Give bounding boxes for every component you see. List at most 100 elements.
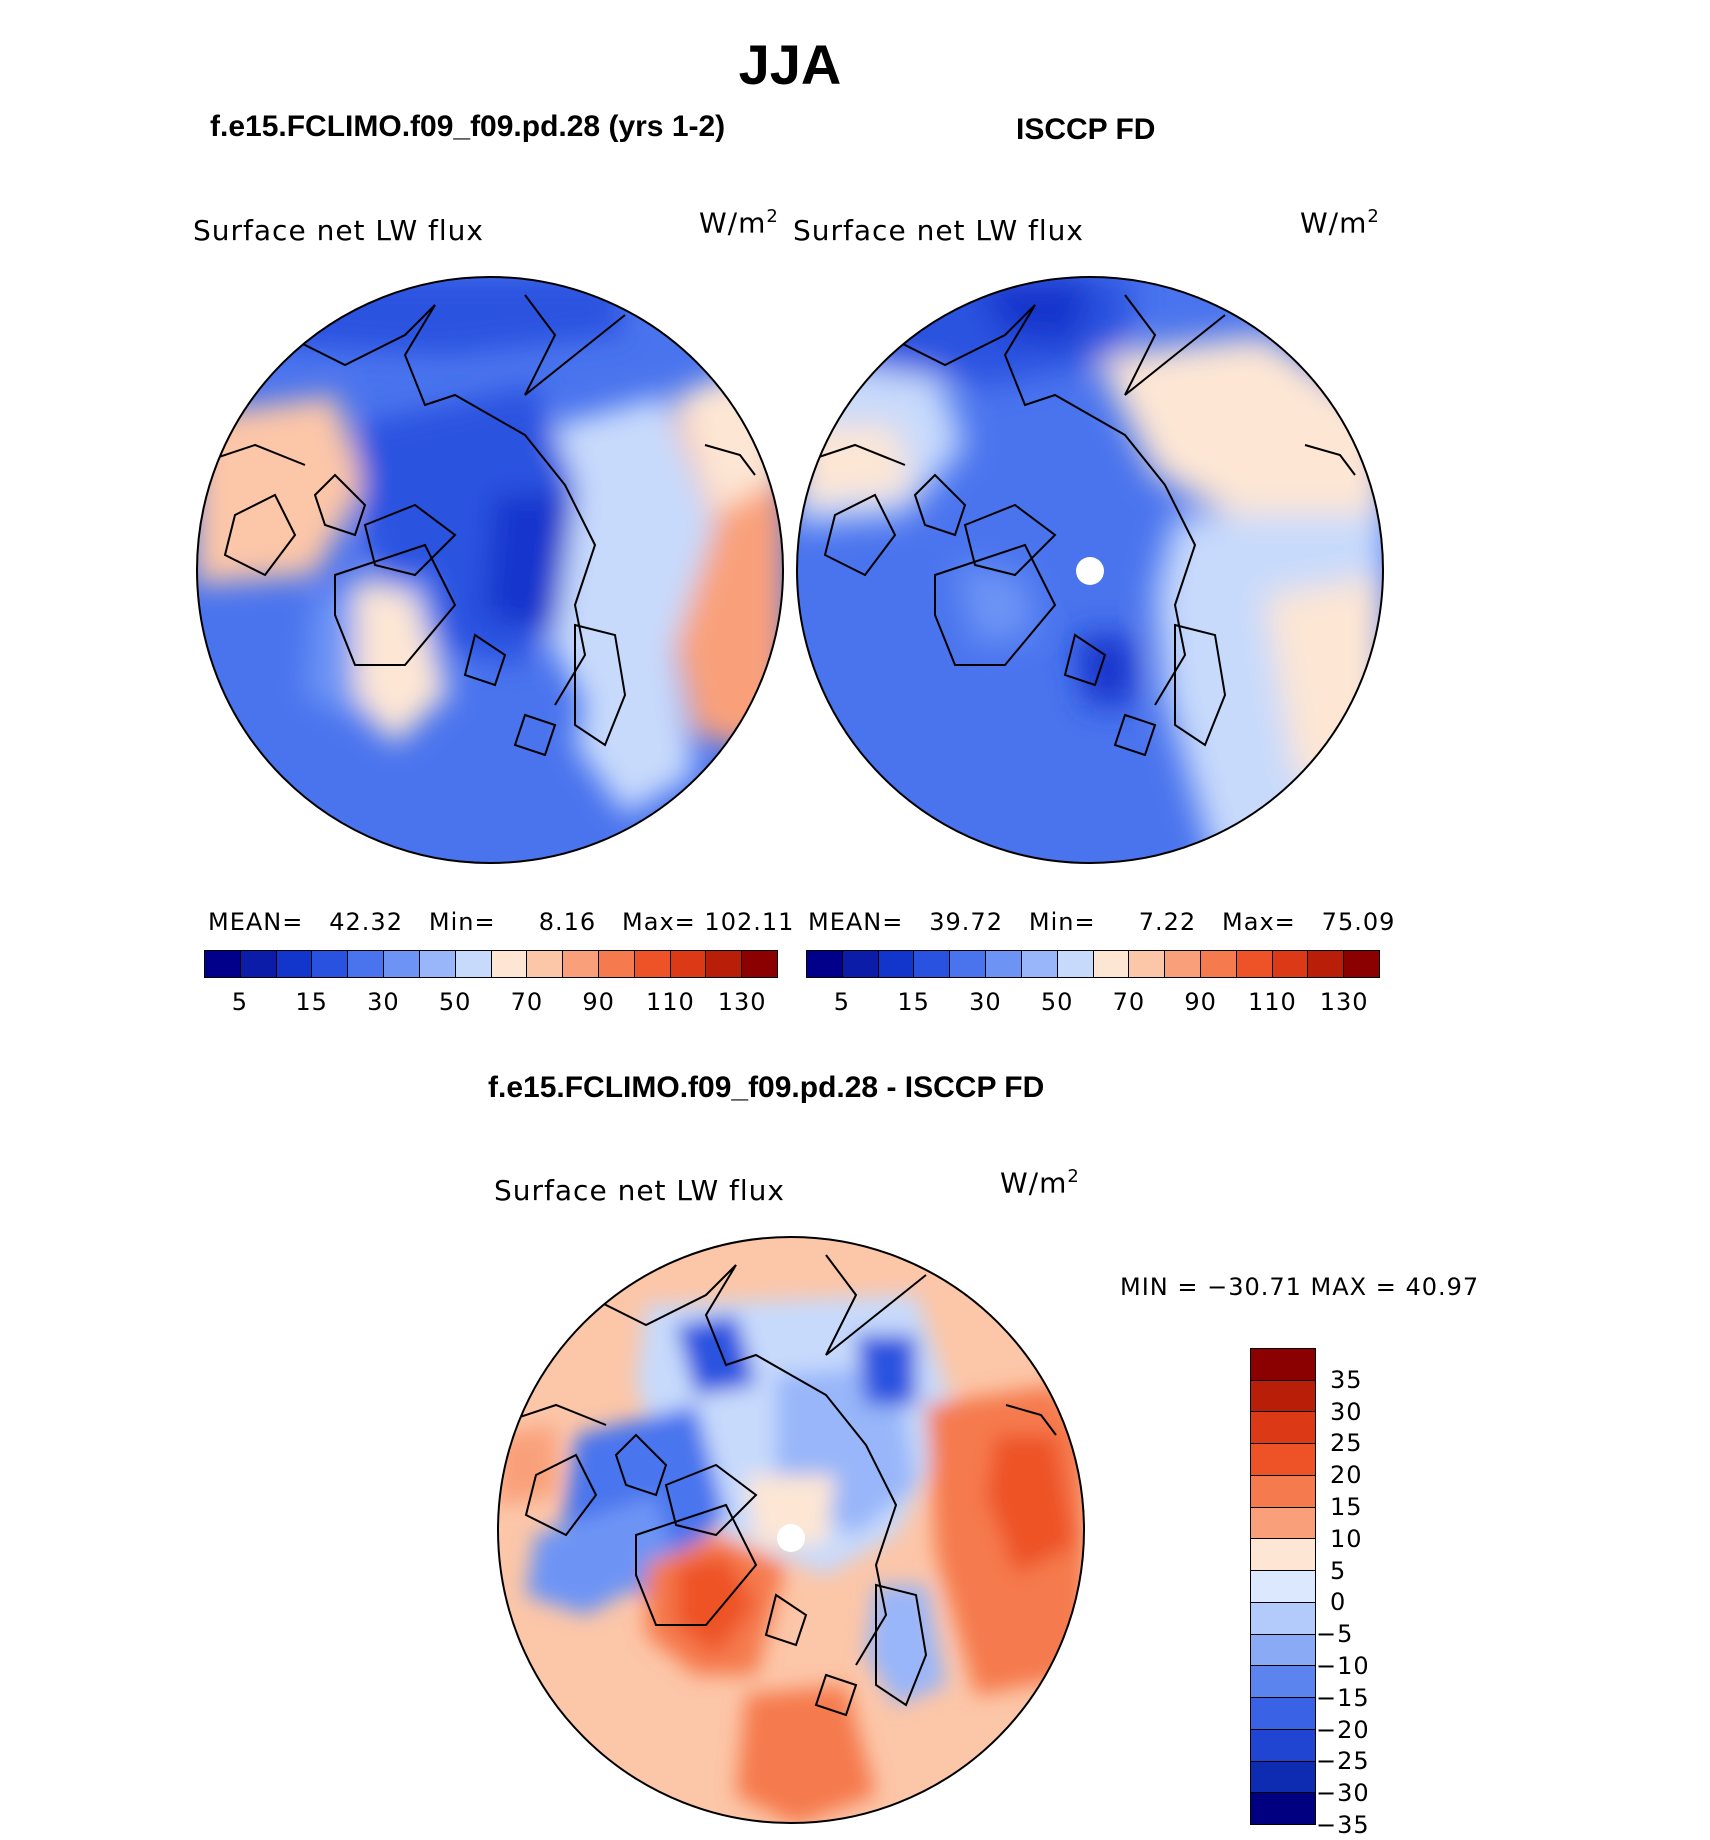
diff-colorbar-tick-label: 0 bbox=[1330, 1588, 1347, 1617]
obs-colorbar-swatch-2 bbox=[878, 951, 915, 977]
obs-variable-label: Surface net LW flux bbox=[793, 214, 1084, 247]
obs-colorbar-tick-label: 5 bbox=[833, 988, 851, 1016]
obs-colorbar-swatch-3 bbox=[914, 951, 951, 977]
diff-minmax: MIN = −30.71 MAX = 40.97 bbox=[1120, 1273, 1480, 1301]
diff-colorbar-swatch-9 bbox=[1251, 1634, 1315, 1667]
diff-colorbar-tick-label: 30 bbox=[1330, 1397, 1363, 1426]
diff-colorbar-tick-label: 20 bbox=[1330, 1461, 1363, 1490]
model-colorbar-swatch-3 bbox=[312, 951, 349, 977]
diff-colorbar-tick-label: −20 bbox=[1316, 1715, 1370, 1744]
diff-colorbar-tick-label: −25 bbox=[1316, 1747, 1370, 1776]
model-colorbar-tick-label: 30 bbox=[367, 988, 400, 1016]
diff-colorbar-swatch-8 bbox=[1251, 1602, 1315, 1635]
model-colorbar-tick-label: 50 bbox=[438, 988, 472, 1016]
model-colorbar-tick-label: 70 bbox=[510, 988, 544, 1016]
diff-colorbar-swatch-4 bbox=[1251, 1475, 1315, 1508]
diff-colorbar-swatch-0 bbox=[1251, 1349, 1315, 1381]
diff-colorbar-swatch-10 bbox=[1251, 1666, 1315, 1699]
obs-colorbar-tick-label: 15 bbox=[897, 988, 930, 1016]
diff-colorbar-tick-label: −10 bbox=[1316, 1652, 1370, 1680]
obs-colorbar-swatch-1 bbox=[842, 951, 879, 977]
obs-polar-map bbox=[796, 276, 1384, 864]
model-colorbar-swatch-12 bbox=[634, 951, 671, 977]
diff-colorbar-swatch-5 bbox=[1251, 1507, 1315, 1540]
diff-colorbar-swatch-1 bbox=[1251, 1380, 1315, 1413]
model-polar-map bbox=[196, 276, 784, 864]
model-colorbar-tick-label: 130 bbox=[717, 988, 767, 1016]
obs-colorbar-tick-label: 70 bbox=[1112, 988, 1146, 1016]
obs-colorbar-swatch-11 bbox=[1200, 951, 1237, 977]
model-units-label: W/m2 bbox=[699, 206, 779, 240]
obs-colorbar-swatch-0 bbox=[807, 951, 843, 977]
model-colorbar-swatch-14 bbox=[706, 951, 743, 977]
obs-colorbar-swatch-9 bbox=[1129, 951, 1166, 977]
obs-panel-title: ISCCP FD bbox=[1016, 113, 1156, 146]
obs-units-label: W/m2 bbox=[1300, 206, 1380, 240]
model-colorbar-tick-label: 90 bbox=[582, 988, 615, 1016]
model-colorbar-swatch-8 bbox=[491, 951, 528, 977]
diff-polar-map bbox=[497, 1236, 1085, 1824]
diff-colorbar-tick-label: 35 bbox=[1330, 1365, 1363, 1394]
diff-colorbar-ticks: 35 30 25 20 15 10 5 0 −5 −10 −15 −20 −25 −30 −35 bbox=[1316, 1348, 1430, 1839]
diff-colorbar-tick-label: −30 bbox=[1316, 1779, 1370, 1808]
obs-colorbar-swatch-10 bbox=[1165, 951, 1201, 977]
obs-colorbar-swatch-15 bbox=[1344, 951, 1379, 977]
obs-colorbar-swatch-14 bbox=[1308, 951, 1345, 977]
model-colorbar-swatch-6 bbox=[419, 951, 456, 977]
diff-colorbar-tick-label: 10 bbox=[1330, 1524, 1363, 1553]
diff-colorbar-tick-label: −35 bbox=[1316, 1811, 1370, 1839]
obs-colorbar-ticks: 5 15 30 50 70 90 110 130 bbox=[806, 988, 1380, 1018]
diff-colorbar-swatch-11 bbox=[1251, 1698, 1315, 1730]
obs-colorbar-tick-label: 90 bbox=[1184, 988, 1217, 1016]
obs-colorbar-swatch-12 bbox=[1236, 951, 1273, 977]
model-colorbar-tick-label: 110 bbox=[645, 988, 695, 1016]
diff-colorbar-tick-label: 25 bbox=[1330, 1429, 1363, 1458]
model-colorbar-swatch-5 bbox=[384, 951, 420, 977]
model-colorbar-tick-label: 5 bbox=[231, 988, 249, 1016]
model-colorbar-tick-label: 15 bbox=[295, 988, 328, 1016]
diff-colorbar-tick-label: 15 bbox=[1330, 1493, 1363, 1521]
model-colorbar-swatch-11 bbox=[598, 951, 635, 977]
model-panel-title: f.e15.FCLIMO.f09_f09.pd.28 (yrs 1-2) bbox=[210, 110, 726, 143]
diff-colorbar-swatch-6 bbox=[1251, 1539, 1315, 1572]
obs-colorbar-tick-label: 130 bbox=[1319, 988, 1369, 1016]
diff-colorbar-tick-label: −5 bbox=[1316, 1620, 1354, 1649]
obs-colorbar bbox=[806, 950, 1380, 978]
diff-units-label: W/m2 bbox=[1000, 1166, 1080, 1200]
diff-colorbar bbox=[1250, 1348, 1316, 1825]
model-colorbar-swatch-9 bbox=[527, 951, 564, 977]
diff-panel-title: f.e15.FCLIMO.f09_f09.pd.28 - ISCCP FD bbox=[488, 1071, 1045, 1104]
diff-colorbar-swatch-14 bbox=[1251, 1793, 1315, 1825]
obs-colorbar-swatch-5 bbox=[986, 951, 1022, 977]
diff-colorbar-swatch-3 bbox=[1251, 1444, 1315, 1476]
model-colorbar-swatch-15 bbox=[742, 951, 777, 977]
diff-colorbar-swatch-13 bbox=[1251, 1761, 1315, 1794]
obs-colorbar-tick-label: 30 bbox=[969, 988, 1002, 1016]
model-colorbar-swatch-13 bbox=[670, 951, 707, 977]
obs-colorbar-swatch-13 bbox=[1272, 951, 1309, 977]
diff-colorbar-swatch-2 bbox=[1251, 1412, 1315, 1445]
obs-colorbar-swatch-4 bbox=[950, 951, 987, 977]
model-colorbar-swatch-4 bbox=[348, 951, 385, 977]
diff-colorbar-swatch-12 bbox=[1251, 1729, 1315, 1762]
main-title: JJA bbox=[738, 33, 842, 96]
model-variable-label: Surface net LW flux bbox=[193, 214, 484, 247]
obs-colorbar-tick-label: 110 bbox=[1247, 988, 1297, 1016]
obs-colorbar-swatch-6 bbox=[1021, 951, 1058, 977]
obs-colorbar-swatch-8 bbox=[1093, 951, 1130, 977]
model-colorbar-swatch-10 bbox=[563, 951, 599, 977]
model-colorbar-swatch-2 bbox=[276, 951, 313, 977]
diff-colorbar-tick-label: −15 bbox=[1316, 1683, 1370, 1712]
model-colorbar bbox=[204, 950, 778, 978]
obs-stats: MEAN= 39.72 Min= 7.22 Max= 75.09 bbox=[808, 908, 1396, 936]
model-stats: MEAN= 42.32 Min= 8.16 Max= 102.11 bbox=[208, 908, 795, 936]
model-colorbar-swatch-0 bbox=[205, 951, 241, 977]
obs-colorbar-swatch-7 bbox=[1057, 951, 1094, 977]
diff-colorbar-swatch-7 bbox=[1251, 1571, 1315, 1603]
model-colorbar-swatch-1 bbox=[240, 951, 277, 977]
model-colorbar-swatch-7 bbox=[455, 951, 492, 977]
model-colorbar-ticks: 5 15 30 50 70 90 110 130 bbox=[204, 988, 778, 1018]
obs-colorbar-tick-label: 50 bbox=[1040, 988, 1074, 1016]
diff-colorbar-tick-label: 5 bbox=[1330, 1556, 1347, 1585]
diff-variable-label: Surface net LW flux bbox=[494, 1174, 785, 1207]
